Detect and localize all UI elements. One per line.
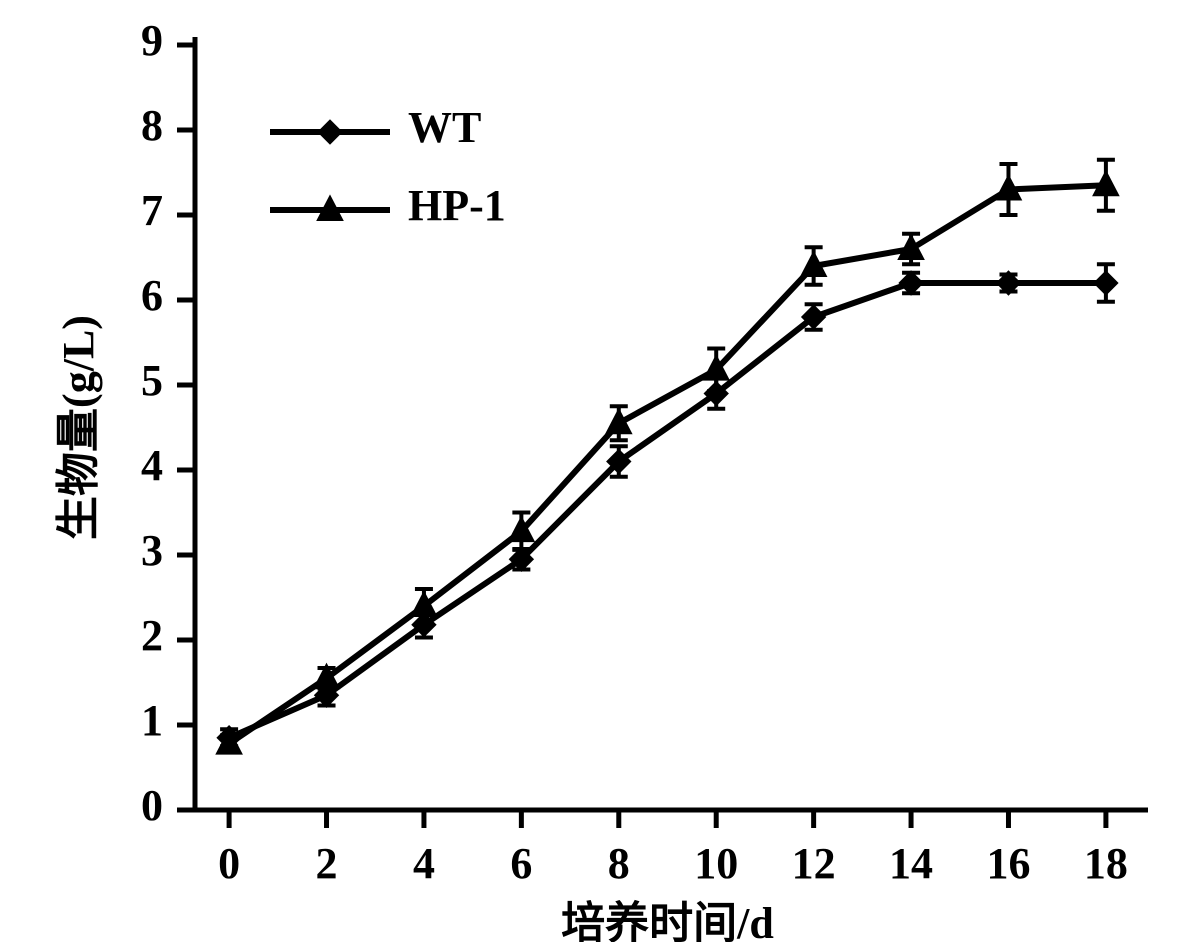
y-tick-label: 8 — [141, 101, 163, 150]
y-tick-label: 2 — [141, 611, 163, 660]
x-tick-label: 2 — [316, 839, 338, 888]
growth-chart: 0123456789024681012141618培养时间/d生物量(g/L)W… — [0, 0, 1179, 942]
y-tick-label: 3 — [141, 526, 163, 575]
y-tick-label: 0 — [141, 781, 163, 830]
x-tick-label: 14 — [889, 839, 933, 888]
y-tick-label: 9 — [141, 16, 163, 65]
x-tick-label: 6 — [510, 839, 532, 888]
x-tick-label: 10 — [694, 839, 738, 888]
chart-container: 0123456789024681012141618培养时间/d生物量(g/L)W… — [0, 0, 1179, 942]
x-tick-label: 0 — [218, 839, 240, 888]
y-tick-label: 4 — [141, 441, 163, 490]
x-axis-label: 培养时间/d — [561, 899, 774, 942]
y-tick-label: 1 — [141, 696, 163, 745]
legend-label: WT — [408, 103, 481, 152]
x-tick-label: 16 — [986, 839, 1030, 888]
x-tick-label: 8 — [608, 839, 630, 888]
x-tick-label: 18 — [1084, 839, 1128, 888]
x-tick-label: 4 — [413, 839, 435, 888]
y-tick-label: 5 — [141, 356, 163, 405]
y-axis-label: 生物量(g/L) — [54, 315, 103, 540]
legend-label: HP-1 — [408, 181, 506, 230]
y-tick-label: 7 — [141, 186, 163, 235]
y-tick-label: 6 — [141, 271, 163, 320]
x-tick-label: 12 — [792, 839, 836, 888]
